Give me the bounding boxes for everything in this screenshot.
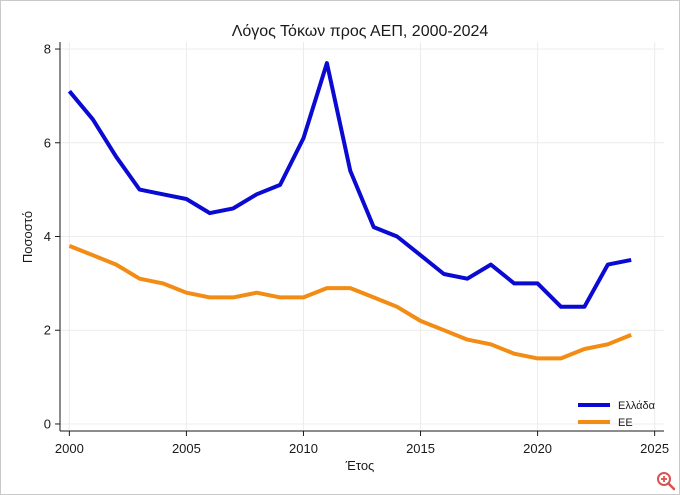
zoom-in-button[interactable] xyxy=(656,471,676,491)
y-axis-label: Ποσοστό xyxy=(20,211,35,263)
y-tick-label: 8 xyxy=(44,42,51,57)
series-group xyxy=(67,61,632,361)
legend-label-0: Ελλάδα xyxy=(618,400,656,412)
x-tick-label: 2015 xyxy=(406,441,435,456)
series-line-0 xyxy=(67,61,632,309)
y-tick-label: 2 xyxy=(44,323,51,338)
legend-label-1: ΕΕ xyxy=(618,417,633,429)
axes: 0 2 4 6 8 2000 2005 2010 2015 2020 2025 xyxy=(44,42,669,456)
series-line-1 xyxy=(68,244,632,361)
gridlines xyxy=(60,42,664,431)
x-axis-label: Έτος xyxy=(345,458,375,473)
x-tick-label: 2005 xyxy=(172,441,201,456)
zoom-in-icon xyxy=(657,472,676,491)
chart-title: Λόγος Τόκων προς ΑΕΠ, 2000-2024 xyxy=(232,23,489,40)
legend: Ελλάδα ΕΕ xyxy=(578,400,656,429)
x-tick-label: 2000 xyxy=(55,441,84,456)
y-tick-label: 0 xyxy=(44,416,51,431)
y-tick-label: 6 xyxy=(44,135,51,150)
y-tick-label: 4 xyxy=(44,229,51,244)
x-tick-label: 2025 xyxy=(640,441,669,456)
x-tick-label: 2020 xyxy=(523,441,552,456)
x-tick-label: 2010 xyxy=(289,441,318,456)
